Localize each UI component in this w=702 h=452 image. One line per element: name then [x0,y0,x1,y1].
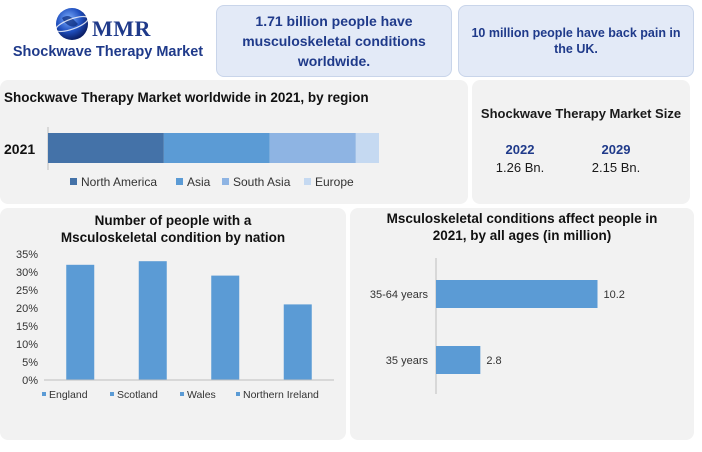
bar-wales [211,275,240,380]
bar-segment-asia [163,133,270,163]
market-size-panel: Shockwave Therapy Market Size 2022 1.26 … [472,80,690,204]
region-stacked-bar-chart: 2021 North America Asia South Asia Europe [4,127,379,189]
y-tick-label: 15% [16,321,38,333]
legend-label: South Asia [233,175,291,189]
y-tick-label: 5% [22,357,38,369]
legend-label: North America [81,175,157,189]
bar-england [66,264,95,380]
y-tick-label: 2021 [4,141,35,157]
x-tick-label: Scotland [117,389,158,401]
y-tick-label: 10% [16,339,38,351]
legend-label: Europe [315,175,354,189]
bar-northern-ireland [283,304,312,380]
y-tick-label: 35 years [386,355,429,367]
market-year-2022: 2022 [505,142,535,157]
y-tick-label: 35-64 years [370,289,429,301]
y-tick-label: 30% [16,267,38,279]
chart-title: Msculoskeletal conditions affect people … [386,211,658,243]
stat-card-musculoskeletal: 1.71 billion people have musculoskeletal… [216,5,452,77]
data-label: 2.8 [486,355,501,367]
y-tick-label: 0% [22,375,38,387]
legend-swatch [304,178,311,185]
logo-text: MMR [92,16,151,41]
bar-35-years [436,346,481,374]
age-chart-panel: Msculoskeletal conditions affect people … [350,208,694,440]
age-bar-chart: 35-64 years 10.2 35 years 2.8 [370,258,625,394]
stat-card-back-pain: 10 million people have back pain in the … [458,5,694,77]
x-tick-label: Wales [187,389,216,401]
x-tick-label: Northern Ireland [243,389,319,401]
bar-scotland [138,261,167,380]
globe-icon [55,8,89,40]
market-value-2029: 2.15 Bn. [591,160,641,175]
x-tick-label: England [49,389,88,401]
legend-swatch [42,392,46,396]
bar-35-64-years [436,280,598,308]
data-label: 10.2 [604,289,625,301]
legend-label: Asia [187,175,211,189]
y-tick-label: 35% [16,249,38,261]
legend-swatch [70,178,77,185]
bar-segment-north-america [48,133,164,163]
brand-logo: MMR Shockwave Therapy Market [8,4,208,70]
region-chart-panel: Shockwave Therapy Market worldwide in 20… [0,80,468,204]
chart-title: Number of people with a Msculoskeletal c… [60,213,286,245]
legend-swatch [236,392,240,396]
legend-swatch [110,392,114,396]
nation-bar-chart: 0% 5% 10% 15% 20% 25% 30% 35% England Scotland Wal… [16,249,334,401]
bar-segment-europe [355,133,379,163]
stat-text: 1.71 billion people have musculoskeletal… [242,13,426,69]
legend-swatch [222,178,229,185]
nation-chart-panel: Number of people with a Msculoskeletal c… [0,208,346,440]
market-value-2022: 1.26 Bn. [495,160,545,175]
market-size-title: Shockwave Therapy Market Size [480,106,682,121]
y-tick-label: 25% [16,285,38,297]
stat-text: 10 million people have back pain in the … [471,26,681,56]
page-title: Shockwave Therapy Market [12,44,204,60]
chart-title: Shockwave Therapy Market worldwide in 20… [4,90,369,105]
legend-swatch [180,392,184,396]
bar-segment-south-asia [269,133,356,163]
legend-swatch [176,178,183,185]
y-tick-label: 20% [16,303,38,315]
market-year-2029: 2029 [601,142,631,157]
